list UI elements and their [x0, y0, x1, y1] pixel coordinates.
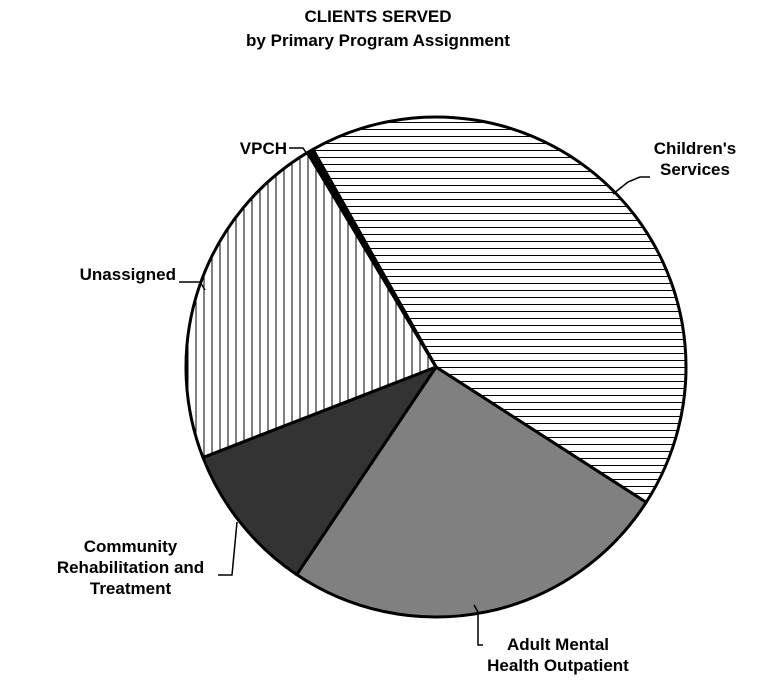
leader-line	[473, 604, 483, 646]
slice-label: Children's Services	[653, 139, 737, 179]
slice-label: Community Rehabilitation and Treatment	[56, 537, 205, 598]
leader-line	[179, 281, 206, 291]
slice-label: VPCH	[239, 139, 287, 158]
slice-label: Adult Mental Health Outpatient	[487, 635, 629, 675]
slice-label: Unassigned	[79, 265, 176, 284]
leader-line	[612, 181, 629, 195]
leader-line	[218, 521, 238, 576]
leader-line	[289, 147, 310, 158]
pie-slice	[184, 151, 438, 459]
chart-title: CLIENTS SERVED	[304, 7, 451, 26]
pie-slice	[305, 147, 438, 369]
pie-slice	[295, 365, 648, 619]
chart-subtitle: by Primary Program Assignment	[246, 31, 510, 50]
pie-slice	[311, 115, 688, 504]
leader-line	[627, 176, 650, 183]
pie-slice	[201, 365, 438, 577]
